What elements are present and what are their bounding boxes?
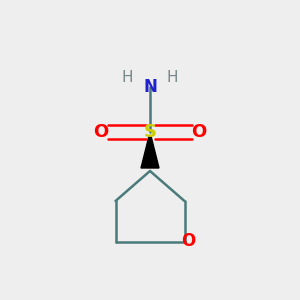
Polygon shape xyxy=(141,136,159,168)
Text: S: S xyxy=(143,123,157,141)
Text: N: N xyxy=(143,78,157,96)
Text: H: H xyxy=(122,70,133,86)
Text: O: O xyxy=(94,123,109,141)
Text: O: O xyxy=(191,123,206,141)
Text: H: H xyxy=(167,70,178,86)
Text: O: O xyxy=(181,232,195,250)
